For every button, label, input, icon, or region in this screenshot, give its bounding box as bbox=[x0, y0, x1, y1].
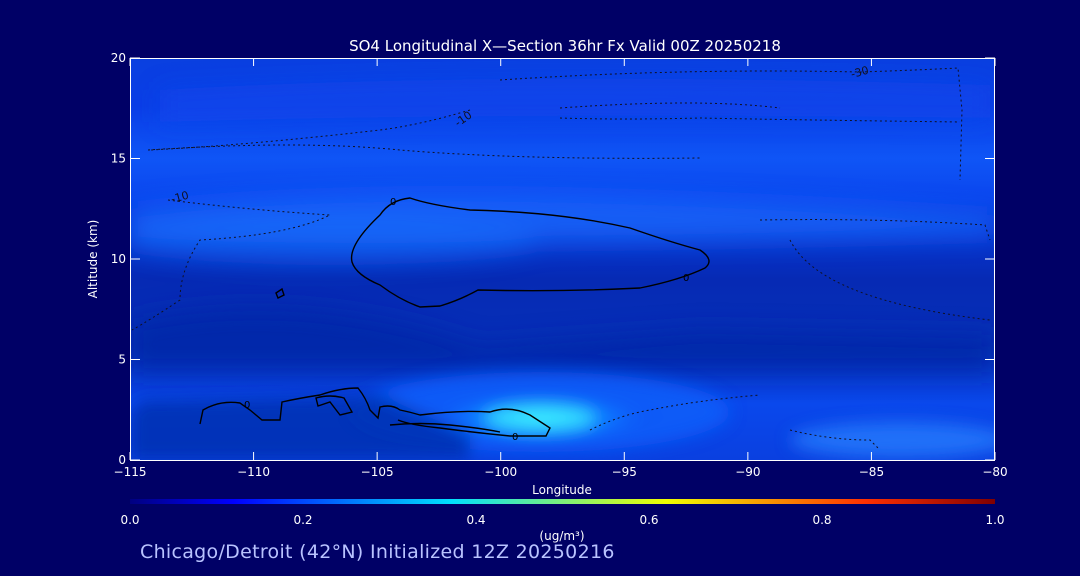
colorbar-ticks: 0.0 0.2 0.4 0.6 0.8 1.0 bbox=[120, 513, 1004, 527]
contour-zero-dot bbox=[275, 287, 285, 299]
y-tick-label: 10 bbox=[111, 252, 126, 266]
contour-zero-lower bbox=[199, 387, 551, 437]
colorbar-tick-label: 0.8 bbox=[812, 513, 831, 527]
x-axis: −115 −110 −105 −100 −95 −90 −85 −80 bbox=[114, 58, 1008, 479]
x-tick-label: −85 bbox=[859, 465, 884, 479]
colorbar bbox=[130, 499, 995, 504]
colorbar-tick-label: 1.0 bbox=[985, 513, 1004, 527]
x-tick-label: −110 bbox=[237, 465, 270, 479]
contour-minus10-line bbox=[147, 144, 701, 159]
contour-label-minus10-west: -10 bbox=[169, 189, 190, 206]
contour-minus10-east bbox=[759, 219, 991, 241]
colorbar-tick-label: 0.4 bbox=[466, 513, 485, 527]
init-info-footer: Chicago/Detroit (42°N) Initialized 12Z 2… bbox=[140, 541, 615, 563]
contour-minus30-segment bbox=[559, 102, 781, 109]
contour-minus10-east-low bbox=[789, 239, 991, 321]
y-tick-label: 0 bbox=[118, 453, 126, 467]
contour-zero-lower-inner bbox=[389, 422, 501, 433]
y-tick-label: 15 bbox=[111, 152, 126, 166]
colorbar-tick-label: 0.0 bbox=[120, 513, 139, 527]
x-tick-label: −100 bbox=[484, 465, 517, 479]
y-axis-label: Altitude (km) bbox=[86, 220, 100, 299]
x-tick-label: −95 bbox=[612, 465, 637, 479]
contour-minus10-west bbox=[131, 199, 332, 331]
contour-minus30-line bbox=[499, 67, 963, 181]
concentration-field bbox=[130, 58, 995, 460]
contour-label-zero-plume: 0 bbox=[512, 432, 518, 443]
contour-label-zero-right: 0 bbox=[683, 273, 689, 284]
contour-label-zero-upper: 0 bbox=[390, 197, 396, 208]
y-axis: 0 5 10 15 20 bbox=[111, 51, 995, 467]
x-axis-label: Longitude bbox=[532, 483, 592, 497]
y-tick-label: 20 bbox=[111, 51, 126, 65]
colorbar-tick-label: 0.6 bbox=[639, 513, 658, 527]
contour-zero-upper bbox=[350, 197, 710, 308]
x-tick-label: −115 bbox=[114, 465, 147, 479]
contour-label-zero-lower: 0 bbox=[244, 400, 250, 411]
x-tick-label: −80 bbox=[982, 465, 1007, 479]
colorbar-unit-label: (ug/m³) bbox=[539, 529, 584, 543]
colorbar-tick-label: 0.2 bbox=[293, 513, 312, 527]
contour-zero-lower-loop bbox=[315, 395, 354, 416]
contour-minus10-diag bbox=[149, 109, 471, 151]
x-tick-label: −90 bbox=[735, 465, 760, 479]
contour-label-minus30: -30 bbox=[849, 64, 870, 81]
temperature-contours: 0 0 0 0 -10 -10 -30 bbox=[131, 64, 991, 451]
y-tick-label: 5 bbox=[118, 353, 126, 367]
x-tick-label: −105 bbox=[361, 465, 394, 479]
chart-title: SO4 Longitudinal X—Section 36hr Fx Valid… bbox=[349, 37, 781, 55]
